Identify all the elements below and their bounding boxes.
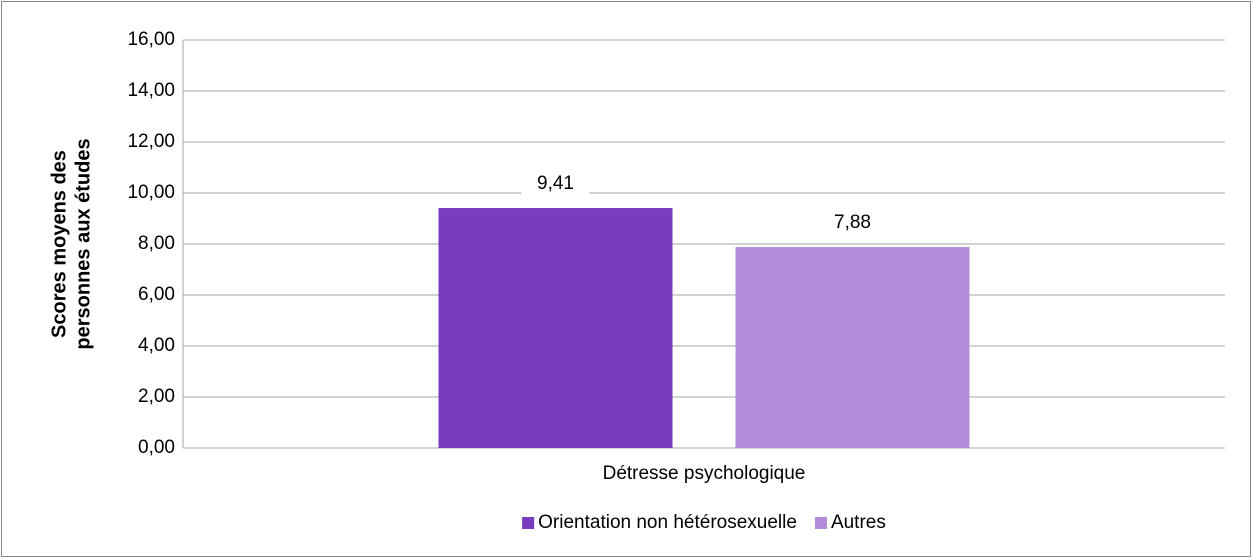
y-tick-label: 16,00 xyxy=(127,29,175,50)
y-axis-title: Scores moyens des personnes aux études xyxy=(48,138,94,349)
y-axis-title-line: Scores moyens des xyxy=(48,150,70,338)
legend-swatch xyxy=(522,517,535,529)
legend-swatch xyxy=(814,517,827,529)
y-tick-label: 4,00 xyxy=(138,335,175,356)
legend: Orientation non hétérosexuelle Autres xyxy=(522,512,886,533)
y-tick-label: 10,00 xyxy=(127,182,175,203)
y-tick-label: 12,00 xyxy=(127,131,175,152)
legend-label: Autres xyxy=(831,512,886,533)
y-tick-label: 8,00 xyxy=(138,233,175,254)
legend-label: Orientation non hétérosexuelle xyxy=(538,512,797,533)
y-tick-label: 0,00 xyxy=(138,437,175,458)
y-axis-title-line: personnes aux études xyxy=(72,138,94,349)
data-label: 7,88 xyxy=(834,212,871,233)
y-tick-label: 6,00 xyxy=(138,284,175,305)
data-label-bg xyxy=(818,209,887,238)
y-tick-label: 2,00 xyxy=(138,386,175,407)
bar xyxy=(735,247,970,448)
bar xyxy=(438,208,673,448)
data-label-bg xyxy=(521,170,590,199)
data-label: 9,41 xyxy=(537,173,574,194)
y-tick-label: 14,00 xyxy=(127,80,175,101)
x-tick-label: Détresse psychologique xyxy=(603,463,806,484)
